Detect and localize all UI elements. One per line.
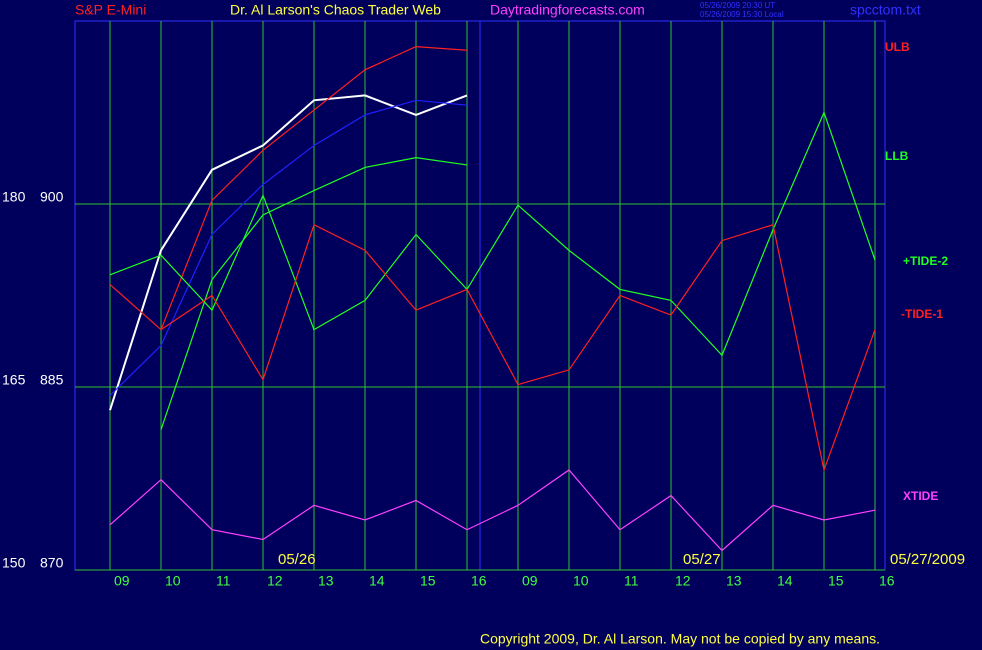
y2-tick-label: 150 <box>2 555 26 571</box>
date-annotation: 05/27/2009 <box>890 551 965 568</box>
x-tick-label: 15 <box>828 573 844 589</box>
timestamp: 05/26/2009 20:30 UT <box>700 1 775 10</box>
x-tick-label: 14 <box>369 573 385 589</box>
x-tick-label: 14 <box>777 573 793 589</box>
x-tick-label: 11 <box>216 573 231 589</box>
x-tick-label: 09 <box>522 573 538 589</box>
y2-tick-label: 165 <box>2 372 26 388</box>
legend-label: -TIDE-1 <box>901 307 943 321</box>
series-line <box>160 46 468 330</box>
series-line <box>109 94 468 411</box>
legend-label: +TIDE-2 <box>903 254 948 268</box>
series-line <box>109 223 876 473</box>
date-annotation: 05/27 <box>683 551 721 568</box>
legend-label: XTIDE <box>903 489 938 503</box>
x-tick-label: 15 <box>420 573 436 589</box>
x-tick-label: 16 <box>879 573 895 589</box>
series-line <box>109 110 876 357</box>
y-tick-label: 885 <box>40 372 64 388</box>
x-tick-label: 12 <box>267 573 283 589</box>
x-tick-label: 16 <box>471 573 487 589</box>
y2-tick-label: 180 <box>2 189 26 205</box>
date-annotation: 05/26 <box>278 551 316 568</box>
y-tick-label: 870 <box>40 555 64 571</box>
x-tick-label: 11 <box>624 573 639 589</box>
file-name: spcctom.txt <box>850 2 921 18</box>
x-tick-label: 10 <box>573 573 589 589</box>
y-tick-label: 900 <box>40 189 64 205</box>
chart-title: Dr. Al Larson's Chaos Trader Web <box>230 2 441 18</box>
x-tick-label: 13 <box>318 573 334 589</box>
x-tick-label: 09 <box>114 573 130 589</box>
legend-label: LLB <box>885 149 909 163</box>
timestamp: 05/26/2009 15:30 Local <box>700 10 784 19</box>
copyright: Copyright 2009, Dr. Al Larson. May not b… <box>480 631 880 647</box>
x-tick-label: 12 <box>675 573 691 589</box>
series-line <box>160 157 468 430</box>
x-tick-label: 10 <box>165 573 181 589</box>
series-line <box>109 469 876 552</box>
legend-label: ULB <box>885 40 910 54</box>
site-name: Daytradingforecasts.com <box>490 2 645 18</box>
series-line <box>109 99 468 396</box>
x-tick-label: 13 <box>726 573 742 589</box>
chart-subtitle: S&P E-Mini <box>75 2 146 18</box>
